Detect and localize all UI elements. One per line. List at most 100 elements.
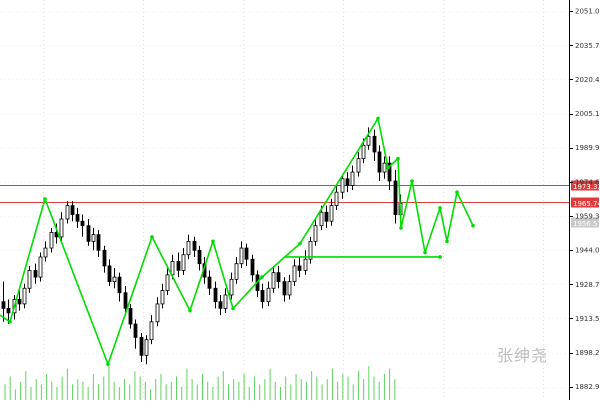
price-tick-label: 1989.90 — [575, 144, 600, 152]
price-tick-label: 2020.46 — [575, 76, 600, 84]
candle-body — [186, 240, 191, 256]
candle-body — [176, 261, 181, 271]
candle-body — [356, 158, 361, 173]
candle-body — [393, 180, 398, 215]
candle-body — [260, 290, 265, 303]
candle-body — [86, 225, 91, 242]
candle-body — [27, 269, 32, 289]
watermark-text: 张绅尧 — [497, 346, 549, 365]
candle-body — [218, 301, 223, 309]
candle-body — [91, 234, 96, 242]
candle-body — [244, 247, 249, 260]
candle-layer — [1, 127, 403, 365]
zigzag-vertex — [8, 319, 12, 324]
candle-body — [59, 218, 64, 238]
candle-body — [234, 263, 239, 280]
zigzag-vertex — [386, 165, 390, 170]
candle-body — [282, 281, 287, 296]
candle-body — [17, 299, 22, 305]
price-tick-label: 1959.34 — [575, 213, 600, 221]
candle-body — [149, 321, 154, 341]
candle-body — [213, 287, 218, 303]
zigzag-vertex — [231, 306, 235, 311]
zigzag-vertex — [438, 206, 442, 210]
zigzag-vertex — [298, 241, 302, 246]
candle-body — [350, 171, 355, 186]
candle-body — [340, 178, 345, 193]
candle-body — [123, 292, 128, 309]
price-tick-label: 1913.50 — [575, 315, 600, 323]
candle-body — [382, 162, 387, 173]
zigzag-vertex — [399, 226, 403, 230]
zigzag-vertex — [106, 362, 110, 367]
price-tick-label: 1928.78 — [575, 281, 600, 289]
volume-layer — [4, 366, 396, 400]
candle-body — [70, 205, 75, 215]
candle-body — [223, 294, 228, 309]
zigzag-vertex — [260, 275, 264, 279]
candle-body — [292, 265, 297, 282]
price-tick-label: 1974.62 — [575, 178, 600, 186]
candle-body — [181, 254, 186, 271]
horizontal-line-label: 1965.74 — [573, 200, 600, 208]
candle-body — [133, 323, 138, 338]
candle-body — [324, 211, 329, 222]
candle-body — [276, 272, 281, 282]
candle-body — [160, 290, 165, 305]
candle-body — [334, 191, 339, 206]
candle-body — [250, 258, 255, 276]
candle-body — [49, 232, 54, 249]
zigzag-line-main — [0, 117, 474, 366]
candle-body — [6, 307, 11, 314]
candle-body — [128, 307, 133, 325]
price-tick-label: 1898.22 — [575, 349, 600, 357]
candle-body — [165, 274, 170, 291]
grid-layer — [0, 0, 569, 400]
candle-body — [33, 269, 38, 278]
zigzag-vertex — [445, 239, 449, 244]
candle-body — [297, 265, 302, 271]
zigzag-vertex — [211, 239, 215, 244]
price-tick-label: 2051.02 — [575, 8, 600, 16]
zigzag-layer — [0, 116, 475, 367]
candle-body — [22, 287, 27, 305]
candle-body — [319, 211, 324, 227]
zigzag-vertex — [410, 179, 414, 183]
candle-body — [38, 256, 43, 278]
zigzag-vertex — [188, 308, 192, 313]
candle-body — [329, 205, 334, 222]
horizontal-line-label: 1973.33 — [573, 183, 600, 191]
price-tick-label: 2005.18 — [575, 110, 600, 118]
candle-body — [43, 247, 48, 258]
candle-body — [366, 135, 371, 146]
candle-body — [192, 240, 197, 251]
candle-body — [207, 276, 212, 289]
current-price-label-bg — [571, 217, 599, 228]
candle-body — [197, 249, 202, 265]
candle-body — [112, 276, 117, 282]
candle-body — [313, 225, 318, 242]
candle-body — [80, 220, 85, 227]
candle-body — [144, 339, 149, 356]
candle-body — [271, 272, 276, 289]
zigzag-vertex — [150, 235, 154, 239]
candle-body — [117, 276, 122, 294]
candle-body — [372, 135, 377, 153]
price-tick-label: 1882.94 — [575, 383, 600, 391]
price-tick-label: 2035.74 — [575, 42, 600, 50]
candle-body — [345, 178, 350, 186]
candle-body — [229, 278, 234, 296]
candle-body — [65, 205, 70, 220]
price-axis: 1973.33 1965.74 1956.57 2051.02 2035.74 2020.… — [569, 8, 600, 391]
price-tick-label: 1944.06 — [575, 247, 600, 255]
candle-body — [1, 301, 6, 309]
candle-body — [377, 151, 382, 173]
candle-body — [287, 281, 292, 296]
horizontal-line-label-bg — [571, 180, 599, 191]
candle-body — [96, 234, 101, 251]
horizontal-line-label-bg — [571, 197, 599, 208]
candle-body — [266, 287, 271, 303]
zigzag-vertex — [438, 255, 442, 259]
candle-body — [239, 247, 244, 265]
candle-body — [75, 214, 80, 222]
